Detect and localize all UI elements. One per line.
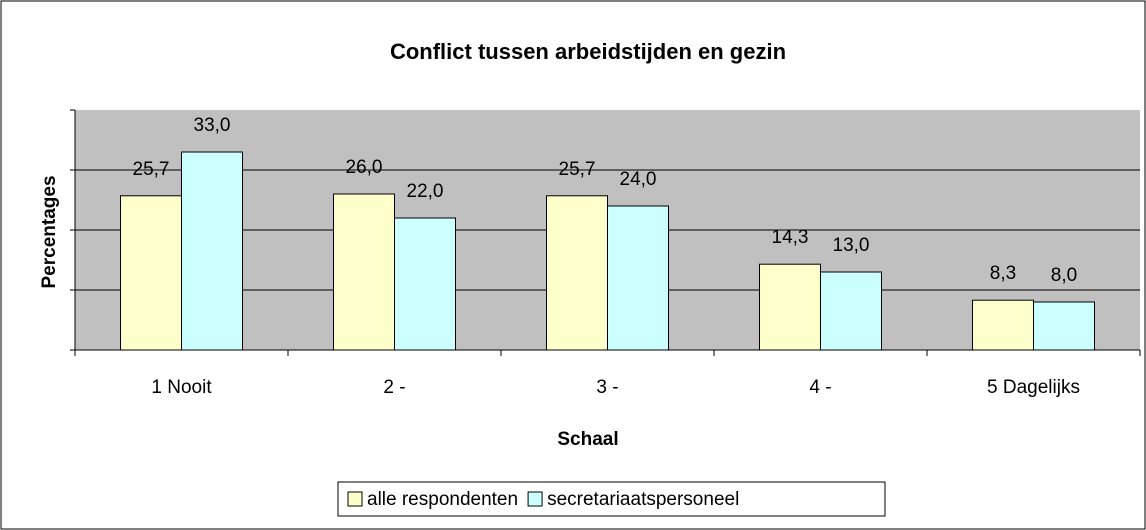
bar [120, 195, 182, 351]
data-label: 8,0 [1051, 265, 1077, 286]
legend-box [337, 481, 886, 517]
bar [820, 271, 882, 351]
data-label: 33,0 [194, 115, 231, 136]
x-tick-label: 1 Nooit [151, 377, 212, 398]
data-label: 8,3 [990, 263, 1016, 284]
y-axis-title: Percentages [39, 175, 60, 288]
legend-label: secretariaatspersoneel [547, 489, 739, 510]
data-label: 13,0 [833, 235, 870, 256]
bar [394, 217, 456, 351]
data-label: 22,0 [407, 181, 444, 202]
bar [333, 193, 395, 351]
legend-swatch [527, 491, 543, 507]
x-tick-label: 5 Dagelijks [987, 377, 1080, 398]
legend-label: alle respondenten [367, 489, 518, 510]
bar [181, 151, 243, 351]
bar [546, 195, 608, 351]
x-tick-label: 3 - [596, 377, 618, 398]
x-tick-label: 4 - [809, 377, 831, 398]
x-axis-title: Schaal [557, 429, 618, 450]
bar [759, 263, 821, 351]
chart-title: Conflict tussen arbeidstijden en gezin [390, 39, 786, 64]
bar [972, 299, 1034, 351]
data-label: 14,3 [772, 227, 809, 248]
bar [607, 205, 669, 351]
legend-swatch [347, 491, 363, 507]
data-label: 25,7 [133, 159, 170, 180]
bar [1033, 301, 1095, 351]
x-tick-label: 2 - [383, 377, 405, 398]
data-label: 26,0 [346, 157, 383, 178]
data-label: 24,0 [620, 169, 657, 190]
data-label: 25,7 [559, 159, 596, 180]
